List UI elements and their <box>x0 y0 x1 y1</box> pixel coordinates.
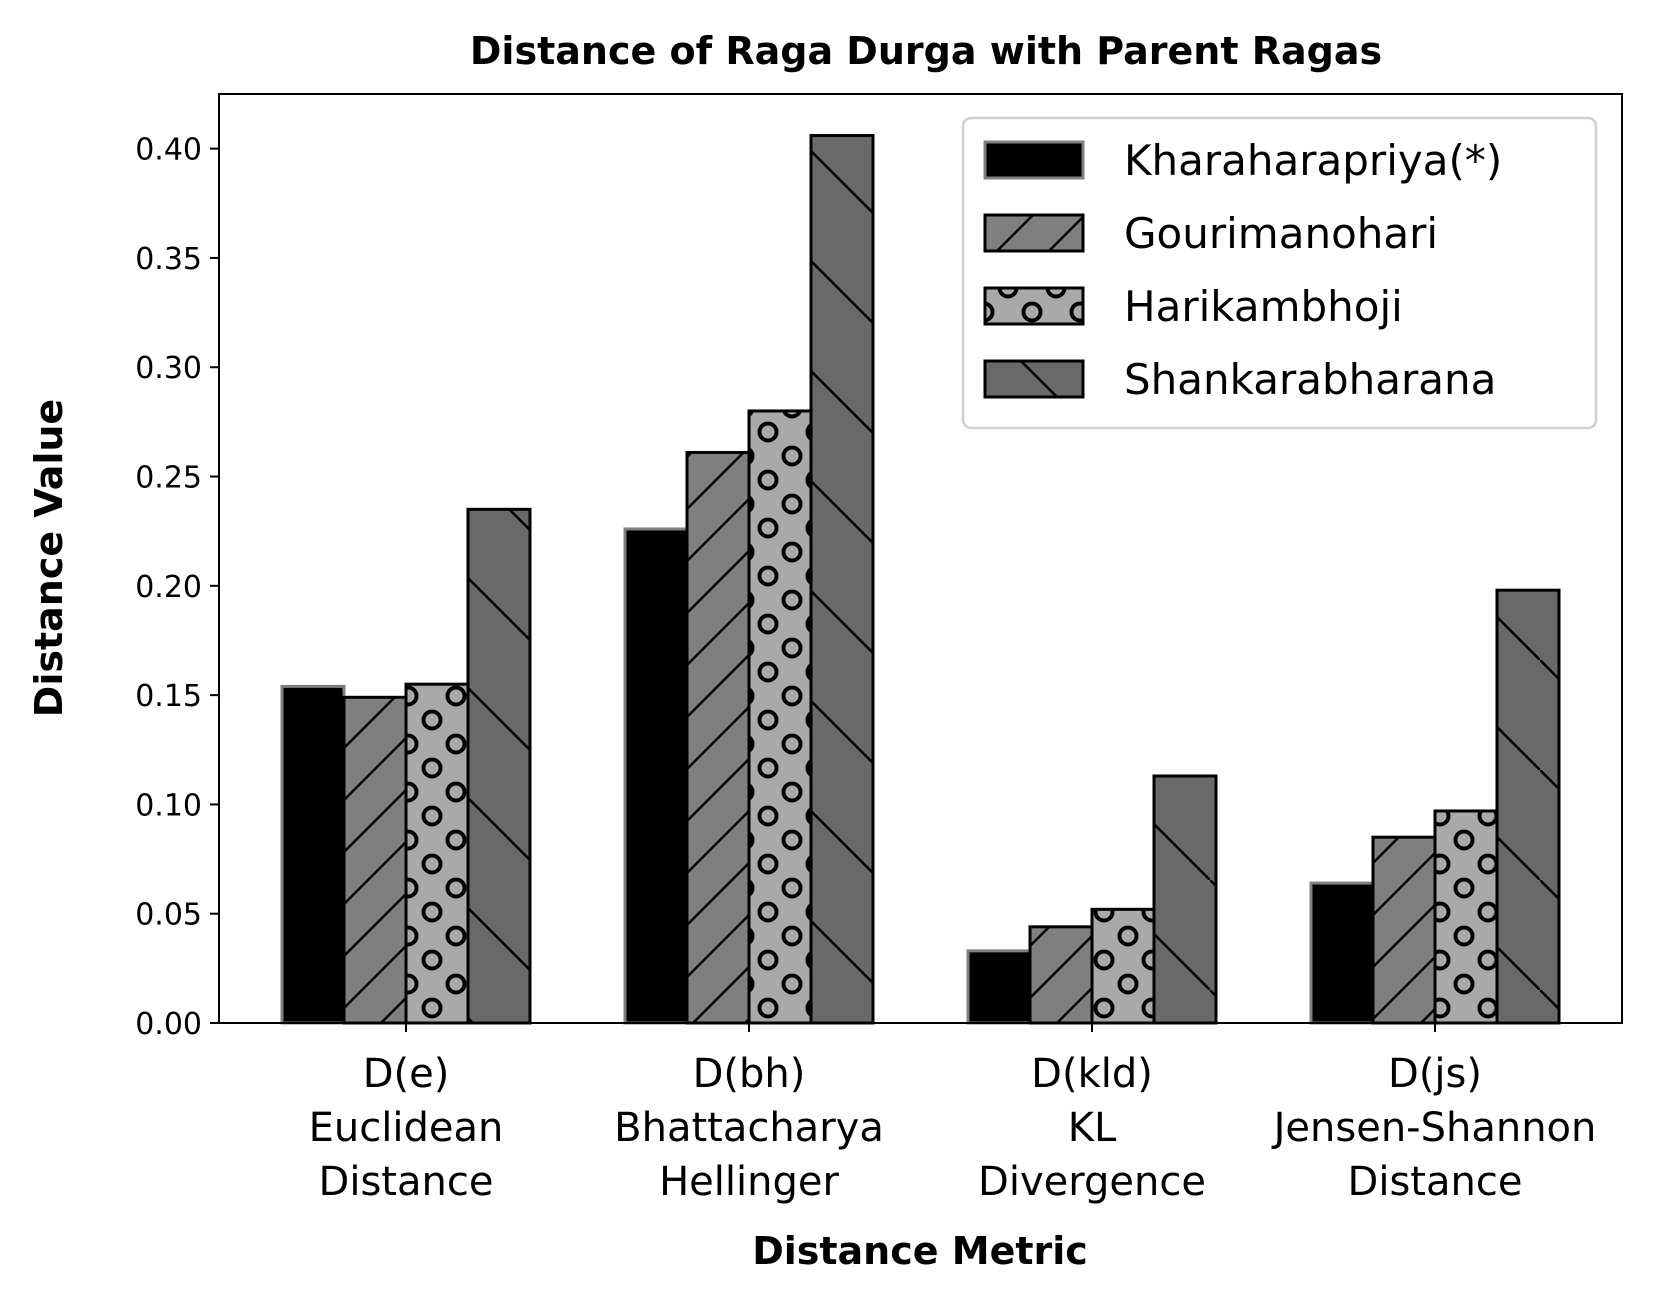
x-tick-label: KL <box>1068 1105 1117 1151</box>
bar-harikambhoji-2 <box>1090 907 1156 1025</box>
bar-shankarabharana-2 <box>1152 774 1218 1025</box>
y-tick-label: 0.00 <box>135 1007 202 1042</box>
plot-frame <box>218 93 1623 1024</box>
x-tick-label: D(e) <box>363 1051 450 1097</box>
x-tick-label: Jensen-Shannon <box>1271 1105 1597 1151</box>
x-tick-label: D(bh) <box>693 1051 806 1097</box>
y-tick-label: 0.15 <box>135 679 202 714</box>
y-axis: 0.00 0.05 0.10 0.15 0.20 0.25 0.30 0.35 0.40 <box>135 133 219 1042</box>
x-tick-label: Bhattacharya <box>614 1105 884 1151</box>
legend-box <box>961 116 1598 430</box>
bar-harikambhoji-3 <box>1433 809 1499 1025</box>
y-tick-label: 0.20 <box>135 570 202 605</box>
x-tick-label: Distance <box>319 1159 494 1205</box>
bar-gourimanohari-1 <box>685 450 751 1025</box>
bar-kharaharapriya-1 <box>623 527 689 1025</box>
x-tick-label: D(kld) <box>1031 1051 1153 1097</box>
bar-harikambhoji-0 <box>404 682 470 1025</box>
bar-kharaharapriya-2 <box>966 949 1032 1025</box>
bar-shankarabharana-0 <box>466 507 532 1025</box>
legend-label: Shankarabharana <box>1124 355 1496 404</box>
y-tick-label: 0.40 <box>135 133 202 168</box>
y-tick-label: 0.10 <box>135 788 202 823</box>
bars-group <box>280 134 1561 1025</box>
y-tick-label: 0.25 <box>135 461 202 496</box>
bar-shankarabharana-3 <box>1495 588 1561 1025</box>
legend-label: Gourimanohari <box>1124 209 1438 258</box>
legend-label: Harikambhoji <box>1124 282 1403 331</box>
x-axis-title: Distance Metric <box>752 1229 1088 1273</box>
x-tick-label: Distance <box>1348 1159 1523 1205</box>
bar-harikambhoji-1 <box>747 409 813 1025</box>
bar-gourimanohari-3 <box>1371 835 1437 1025</box>
y-tick-label: 0.05 <box>135 898 202 933</box>
x-axis: D(e) Euclidean Distance D(bh) Bhattacharya He… <box>309 1023 1597 1205</box>
legend-swatch <box>983 359 1085 399</box>
legend-label: Kharaharapriya(*) <box>1124 136 1502 185</box>
legend-swatch <box>983 140 1085 180</box>
bar-gourimanohari-2 <box>1028 925 1094 1025</box>
y-axis-title: Distance Value <box>27 399 71 717</box>
bar-shankarabharana-1 <box>809 134 875 1025</box>
bar-kharaharapriya-0 <box>280 684 346 1025</box>
y-tick-label: 0.35 <box>135 242 202 277</box>
x-tick-label: D(js) <box>1388 1051 1482 1097</box>
legend: Kharaharapriya(*) Gourimanohari Harikambho… <box>961 116 1598 430</box>
legend-swatch <box>983 286 1085 326</box>
x-tick-label: Euclidean <box>309 1105 504 1151</box>
bar-gourimanohari-0 <box>342 695 408 1025</box>
y-tick-label: 0.30 <box>135 351 202 386</box>
bar-kharaharapriya-3 <box>1309 881 1375 1025</box>
legend-swatch <box>983 213 1085 253</box>
x-tick-label: Divergence <box>978 1159 1206 1205</box>
chart-title: Distance of Raga Durga with Parent Ragas <box>470 29 1382 73</box>
x-tick-label: Hellinger <box>659 1159 839 1205</box>
